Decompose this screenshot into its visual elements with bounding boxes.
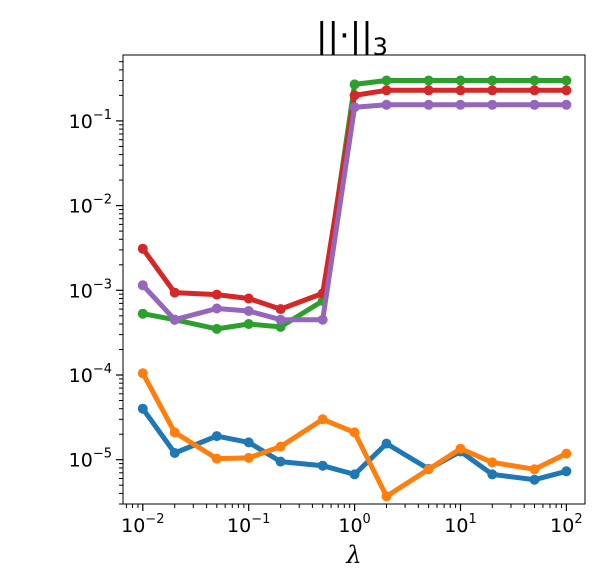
data-point <box>349 102 360 113</box>
data-point <box>137 280 148 291</box>
data-point <box>349 427 360 438</box>
data-point <box>561 75 572 86</box>
data-point <box>455 99 466 110</box>
data-point <box>487 457 498 468</box>
data-point <box>561 85 572 96</box>
data-point <box>455 85 466 96</box>
data-point <box>455 75 466 86</box>
data-point <box>529 474 540 485</box>
data-point <box>561 466 572 477</box>
data-point <box>381 75 392 86</box>
y-tick-label: 10−3 <box>69 277 112 302</box>
data-point <box>381 85 392 96</box>
data-point <box>487 99 498 110</box>
data-point <box>381 99 392 110</box>
data-point <box>487 75 498 86</box>
x-tick-label: 102 <box>550 512 582 537</box>
data-point <box>423 85 434 96</box>
chart-title-main: ||·|| <box>316 16 373 56</box>
data-point <box>455 443 466 454</box>
data-point <box>137 308 148 319</box>
data-point <box>275 456 286 467</box>
data-point <box>211 431 222 442</box>
data-point <box>381 438 392 449</box>
data-point <box>423 464 434 475</box>
data-point <box>211 323 222 334</box>
series-2 <box>137 75 572 334</box>
data-point <box>211 303 222 314</box>
series-layer <box>137 75 572 502</box>
data-point <box>317 460 328 471</box>
data-point <box>275 314 286 325</box>
data-point <box>349 90 360 101</box>
data-point <box>275 321 286 332</box>
data-point <box>317 414 328 425</box>
data-point <box>275 304 286 315</box>
data-point <box>561 448 572 459</box>
data-point <box>243 452 254 463</box>
y-tick-label: 10−2 <box>69 193 112 218</box>
x-tick-label: 10−1 <box>227 512 270 537</box>
chart-title-subscript: 3 <box>373 33 388 61</box>
data-point <box>169 314 180 325</box>
data-point <box>137 368 148 379</box>
data-point <box>317 314 328 325</box>
data-point <box>169 448 180 458</box>
data-point <box>137 403 148 414</box>
data-point <box>243 293 254 304</box>
data-point <box>243 306 254 316</box>
data-point <box>487 85 498 96</box>
data-point <box>529 75 540 86</box>
data-point <box>211 453 222 464</box>
chart-title: ||·||3 <box>316 16 388 61</box>
x-tick-label: 100 <box>338 512 370 537</box>
y-tick-label: 10−4 <box>69 362 112 387</box>
x-axis-label: λ <box>345 541 361 569</box>
data-point <box>561 99 572 110</box>
y-tick-label: 10−1 <box>69 108 112 133</box>
data-point <box>275 441 286 452</box>
series-4 <box>137 99 572 325</box>
data-point <box>529 99 540 110</box>
data-point <box>169 287 180 298</box>
x-tick-label: 10−2 <box>121 512 164 537</box>
x-tick-label: 101 <box>444 512 476 537</box>
y-tick-label: 10−5 <box>69 447 112 472</box>
data-point <box>169 427 180 438</box>
data-point <box>423 99 434 110</box>
data-point <box>211 289 222 300</box>
series-0 <box>137 403 572 485</box>
axis-layer: 10−2 10−1 100 101 102 10−5 10−4 10−3 10−2 10−1 <box>69 61 583 537</box>
data-point <box>381 491 392 502</box>
data-point <box>487 469 498 480</box>
data-point <box>137 243 148 254</box>
data-point <box>529 464 540 475</box>
data-point <box>349 469 360 480</box>
series-1 <box>137 368 572 502</box>
data-point <box>243 437 254 448</box>
data-point <box>349 79 360 90</box>
data-point <box>243 319 254 329</box>
data-point <box>423 75 434 86</box>
data-point <box>529 85 540 96</box>
series-3 <box>137 85 572 315</box>
